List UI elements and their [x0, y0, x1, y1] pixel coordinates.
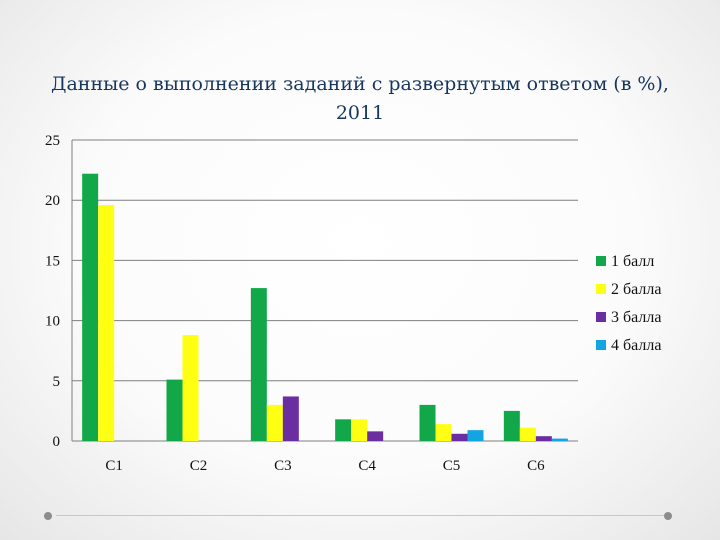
bar — [335, 419, 352, 441]
legend: 1 балл 2 балла 3 балла 4 балла — [596, 253, 661, 354]
bar — [98, 205, 115, 441]
legend-label: 1 балл — [611, 253, 654, 270]
bars — [82, 173, 568, 441]
bar — [351, 419, 368, 441]
y-tick-label: 20 — [45, 193, 60, 209]
legend-swatch — [596, 256, 606, 266]
right-bullet-icon — [664, 512, 672, 520]
bar — [451, 433, 468, 441]
x-tick-label: С2 — [190, 458, 208, 474]
y-tick-label: 10 — [45, 314, 60, 330]
gridlines — [71, 139, 578, 442]
bar — [519, 427, 536, 441]
legend-swatch — [596, 284, 606, 294]
chart-title: Данные о выполнении заданий с развернуты… — [51, 73, 669, 124]
x-tick-label: С5 — [443, 458, 461, 474]
legend-label: 3 балла — [611, 309, 661, 326]
x-tick-label: С3 — [274, 458, 292, 474]
x-tick-label: С1 — [105, 458, 123, 474]
bar — [503, 410, 520, 441]
bar — [182, 335, 199, 441]
y-tick-label: 5 — [53, 374, 61, 390]
legend-label: 2 балла — [611, 281, 661, 298]
bar — [435, 424, 452, 441]
y-tick-label: 0 — [53, 434, 61, 450]
bar — [166, 379, 183, 441]
bar — [250, 288, 267, 441]
x-axis-ticks: С1 С2 С3 С4 С5 С6 — [105, 458, 545, 474]
x-tick-label: С6 — [527, 458, 545, 474]
bar — [551, 438, 568, 441]
bar — [535, 436, 552, 441]
bar — [367, 431, 384, 441]
y-tick-label: 15 — [45, 253, 60, 269]
y-tick-label: 25 — [45, 133, 60, 149]
bar — [282, 396, 299, 441]
legend-label: 4 балла — [611, 337, 661, 354]
bar — [266, 404, 283, 441]
legend-swatch — [596, 340, 606, 350]
bar — [467, 430, 484, 441]
bar — [419, 404, 436, 441]
legend-swatch — [596, 312, 606, 322]
footer-rule — [56, 515, 664, 516]
x-tick-label: С4 — [358, 458, 376, 474]
bar — [82, 173, 99, 441]
y-axis-ticks: 0 5 10 15 20 25 — [45, 133, 60, 450]
left-bullet-icon — [44, 512, 52, 520]
